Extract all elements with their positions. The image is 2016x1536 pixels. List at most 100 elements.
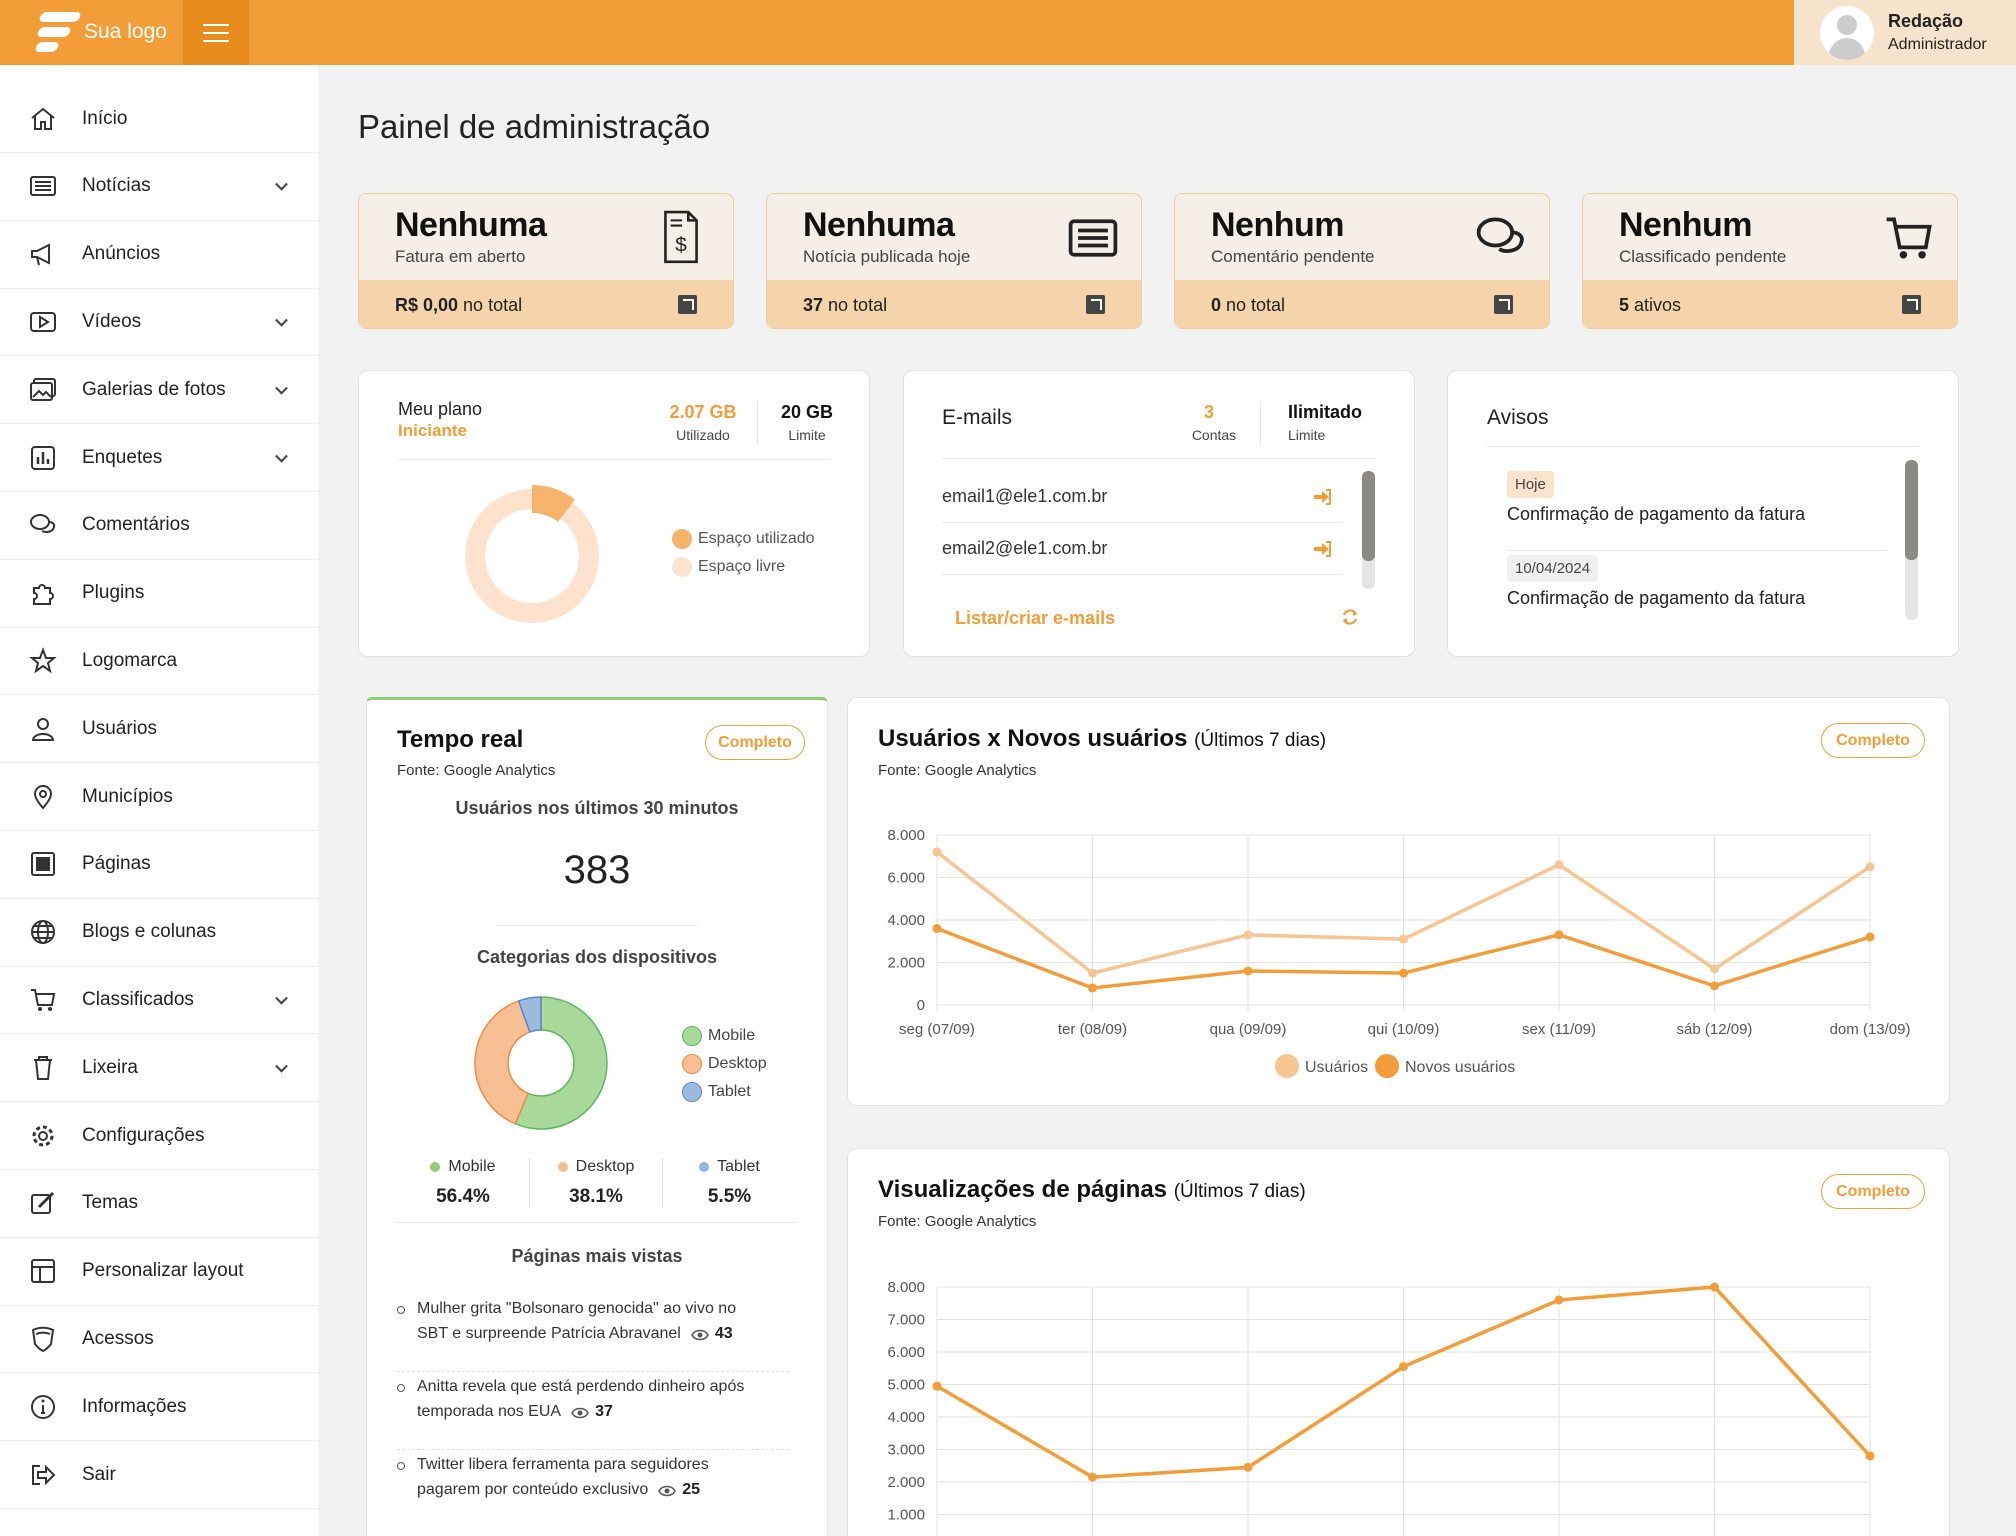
sidebar-item-20[interactable]: Sair	[0, 1441, 318, 1509]
sidebar-item-8[interactable]: Logomarca	[0, 628, 318, 696]
play-icon	[28, 307, 58, 337]
sidebar-item-5[interactable]: Enquetes	[0, 424, 318, 492]
sidebar-item-12[interactable]: Blogs e colunas	[0, 899, 318, 967]
list-create-emails-link[interactable]: Listar/criar e-mails	[955, 608, 1116, 628]
stat-footer-value: 5	[1619, 294, 1630, 315]
notice-date: Hoje	[1507, 471, 1554, 498]
sidebar-item-9[interactable]: Usuários	[0, 695, 318, 764]
trash-icon	[28, 1053, 58, 1083]
legend-item[interactable]: Novos usuários	[1375, 1054, 1515, 1078]
sidebar-item-19[interactable]: Informações	[0, 1373, 318, 1442]
sidebar-item-1[interactable]: Notícias	[0, 153, 318, 221]
x-tick-label: sex (11/09)	[1522, 1021, 1596, 1038]
newspaper-icon	[1065, 210, 1118, 266]
shield-icon	[28, 1324, 58, 1354]
users-chart-complete-button[interactable]: Completo	[1821, 723, 1925, 758]
legend-item[interactable]: Usuários	[1275, 1054, 1368, 1078]
emails-title: E-mails	[942, 406, 1013, 429]
views-chart-complete-button[interactable]: Completo	[1821, 1174, 1925, 1209]
external-link-icon[interactable]	[1494, 295, 1513, 314]
notice-item[interactable]: 10/04/2024 Confirmação de pagamento da fa…	[1507, 555, 1887, 635]
device-legend-item: Mobile	[682, 1026, 767, 1046]
main-content: Painel de administração Nenhuma Fatura em…	[318, 65, 2016, 1536]
menu-toggle-button[interactable]	[183, 0, 249, 65]
device-stat: Tablet 5.5%	[663, 1158, 796, 1208]
sidebar-item-15[interactable]: Configurações	[0, 1102, 318, 1170]
logo[interactable]: Sua logo	[34, 8, 167, 56]
device-stat-pct: 38.1%	[569, 1186, 623, 1207]
top-page-item[interactable]: Anitta revela que está perdendo dinheiro…	[397, 1378, 789, 1450]
email-row[interactable]: email1@ele1.com.br	[942, 471, 1342, 523]
chevron-down-icon[interactable]	[275, 178, 288, 191]
realtime-source: Fonte: Google Analytics	[397, 762, 556, 779]
chevron-down-icon[interactable]	[275, 381, 288, 395]
data-point	[1088, 1472, 1097, 1482]
y-tick-label: 2.000	[887, 1474, 925, 1491]
chevron-down-icon[interactable]	[275, 313, 288, 327]
gear-icon	[28, 1121, 58, 1151]
sidebar-item-label: Informações	[82, 1395, 187, 1417]
email-row[interactable]: email2@ele1.com.br	[942, 523, 1342, 575]
sidebar-item-14[interactable]: Lixeira	[0, 1034, 318, 1103]
external-link-icon[interactable]	[1086, 295, 1105, 314]
views-chart-card: Visualizações de páginas (Últimos 7 dias…	[847, 1148, 1950, 1536]
legend-label: Usuários	[1305, 1059, 1368, 1076]
sidebar-item-16[interactable]: Temas	[0, 1170, 318, 1238]
sidebar-item-17[interactable]: Personalizar layout	[0, 1238, 318, 1306]
map-pin-icon	[28, 782, 58, 812]
realtime-complete-button[interactable]: Completo	[705, 725, 805, 760]
stat-value: Nenhuma	[395, 206, 547, 244]
sidebar-item-label: Blogs e colunas	[82, 921, 217, 943]
sidebar-item-18[interactable]: Acessos	[0, 1306, 318, 1374]
x-tick-label: qua (09/09)	[1210, 1021, 1287, 1038]
sidebar-item-0[interactable]: Início	[0, 65, 318, 153]
realtime-title: Tempo real	[397, 726, 524, 753]
user-menu[interactable]: Redação Administrador	[1794, 0, 2016, 65]
views-chart-period: (Últimos 7 dias)	[1173, 1181, 1306, 1202]
external-link-icon[interactable]	[1902, 295, 1921, 314]
refresh-icon[interactable]	[1340, 607, 1360, 627]
data-point	[1399, 934, 1408, 944]
notice-item[interactable]: Hoje Confirmação de pagamento da fatura	[1507, 471, 1887, 551]
legend-label: Novos usuários	[1405, 1059, 1515, 1076]
home-icon	[28, 104, 58, 134]
sidebar-item-2[interactable]: Anúncios	[0, 221, 318, 289]
emails-count-value: 3	[1203, 402, 1214, 422]
y-tick-label: 0	[917, 997, 925, 1014]
notice-text: Confirmação de pagamento da fatura	[1507, 588, 1806, 608]
data-point	[932, 1381, 942, 1391]
top-page-item[interactable]: Mulher grita "Bolsonaro genocida" ao viv…	[397, 1300, 789, 1372]
plan-used-value: 2.07 GB	[669, 402, 737, 422]
chevron-down-icon[interactable]	[275, 449, 288, 463]
y-tick-label: 6.000	[887, 1344, 925, 1361]
info-icon	[28, 1392, 58, 1422]
page-title: Painel de administração	[358, 108, 711, 145]
device-stat-name: Mobile	[448, 1158, 496, 1175]
list-bullet	[397, 1384, 405, 1392]
device-slice-mobile	[514, 996, 608, 1130]
sidebar-item-3[interactable]: Vídeos	[0, 289, 318, 357]
user-icon	[28, 714, 58, 744]
y-tick-label: 5.000	[887, 1377, 925, 1394]
sidebar-item-10[interactable]: Municípios	[0, 763, 318, 831]
realtime-card: Tempo real Fonte: Google Analytics Compl…	[366, 697, 828, 1536]
chevron-down-icon[interactable]	[275, 1059, 288, 1073]
page-icon	[28, 849, 58, 879]
emails-scrollbar[interactable]	[1362, 471, 1375, 589]
sidebar-item-6[interactable]: Comentários	[0, 492, 318, 560]
login-icon[interactable]	[1312, 487, 1332, 507]
user-role: Administrador	[1888, 36, 1987, 53]
top-page-item[interactable]: Twitter libera ferramenta para seguidore…	[397, 1456, 789, 1528]
chevron-down-icon[interactable]	[275, 991, 288, 1005]
users-chart-card: Usuários x Novos usuários (Últimos 7 dia…	[847, 697, 1950, 1106]
login-icon[interactable]	[1312, 539, 1332, 559]
sidebar-item-11[interactable]: Páginas	[0, 831, 318, 899]
sidebar-item-7[interactable]: Plugins	[0, 560, 318, 628]
data-point	[1554, 1295, 1564, 1305]
top-bar: Sua logo Redação Administrador	[0, 0, 2016, 65]
sidebar-item-4[interactable]: Galerias de fotos	[0, 356, 318, 425]
external-link-icon[interactable]	[678, 295, 697, 314]
sidebar: Início Notícias Anúncios Vídeos Galerias de …	[0, 65, 318, 1536]
sidebar-item-13[interactable]: Classificados	[0, 967, 318, 1035]
notices-scrollbar[interactable]	[1905, 460, 1918, 620]
